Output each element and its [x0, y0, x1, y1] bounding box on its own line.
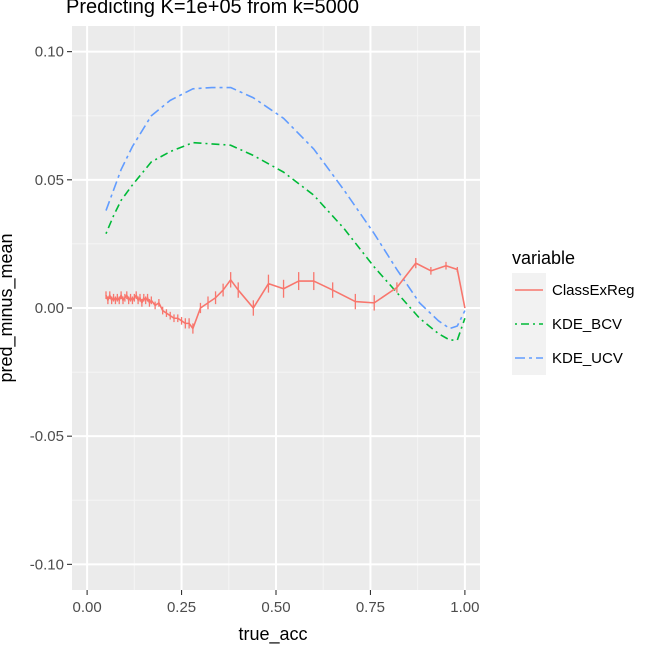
series-ClassExReg: [105, 258, 466, 334]
legend: variable ClassExReg KDE_BCV KDE_UCV: [512, 248, 635, 375]
series-KDE_BCV: [105, 141, 466, 341]
y-tick-label: 0.05: [35, 172, 64, 189]
legend-title: variable: [512, 248, 575, 268]
series-line-KDE_UCV: [105, 86, 466, 330]
y-tick-label: 0.00: [35, 300, 64, 317]
y-axis: -0.10 -0.05 0.00 0.05 0.10: [30, 44, 72, 573]
x-tick-label: 0.00: [73, 599, 102, 616]
chart-title: Predicting K=1e+05 from k=5000: [66, 0, 359, 18]
y-tick-label: 0.10: [35, 44, 64, 61]
x-axis: 0.00 0.25 0.50 0.75 1.00: [73, 590, 479, 616]
grid-major: [72, 26, 480, 590]
y-axis-title: pred_minus_mean: [0, 233, 17, 382]
legend-label: KDE_BCV: [552, 316, 622, 333]
series-layer: [105, 86, 466, 341]
legend-item-ClassExReg: ClassExReg: [512, 273, 635, 307]
y-tick-label: -0.05: [30, 428, 64, 445]
x-axis-title: true_acc: [238, 624, 307, 645]
series-KDE_UCV: [105, 86, 466, 330]
legend-item-KDE_UCV: KDE_UCV: [512, 341, 623, 375]
legend-item-KDE_BCV: KDE_BCV: [512, 307, 622, 341]
legend-label: ClassExReg: [552, 282, 635, 299]
x-tick-label: 0.50: [261, 599, 290, 616]
legend-label: KDE_UCV: [552, 350, 623, 367]
y-tick-label: -0.10: [30, 556, 64, 573]
series-line-KDE_BCV: [105, 141, 466, 341]
x-tick-label: 1.00: [450, 599, 479, 616]
x-tick-label: 0.75: [356, 599, 385, 616]
x-tick-label: 0.25: [167, 599, 196, 616]
